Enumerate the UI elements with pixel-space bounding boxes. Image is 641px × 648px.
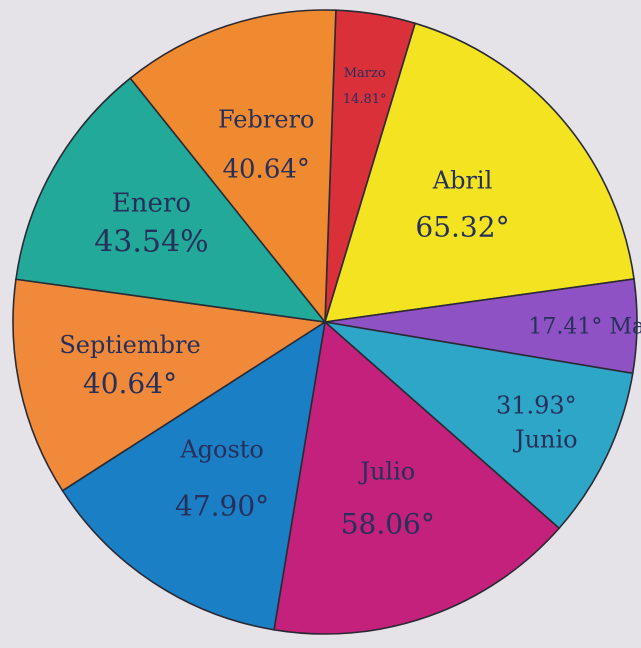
slice-value-agosto: 47.90°	[175, 489, 269, 522]
slice-value-marzo: 14.81°	[343, 92, 387, 107]
pie-slice-febrero	[129, 9, 337, 325]
slice-label-febrero: Febrero	[218, 105, 315, 133]
pie-slices	[12, 9, 638, 635]
slice-label-abril: Abril	[432, 166, 493, 194]
pie-slice-junio	[322, 320, 634, 530]
pie-slice-septiembre	[12, 278, 328, 492]
slice-value-abril: 65.32°	[415, 210, 509, 243]
slice-label-mayo: 17.41° Mayo	[528, 315, 641, 340]
slice-label-agosto: Agosto	[179, 435, 264, 463]
pie-slice-abril	[323, 22, 635, 323]
pie-slice-julio	[273, 320, 561, 635]
pie-slice-enero	[15, 77, 327, 324]
slice-label-enero: Enero	[112, 188, 191, 218]
slice-label-marzo: Marzo	[344, 66, 386, 81]
slice-label-junio: Junio	[512, 426, 578, 454]
slice-value-septiembre: 40.64°	[83, 367, 177, 400]
slice-value-julio: 58.06°	[341, 507, 435, 540]
pie-labels: Marzo 14.81° Abril 65.32° 17.41° Mayo 31.93° J…	[59, 66, 641, 540]
slice-value-junio: 31.93°	[496, 392, 577, 420]
slice-label-septiembre: Septiembre	[59, 331, 200, 359]
pie-slice-agosto	[61, 320, 327, 631]
slice-label-julio: Julio	[357, 457, 415, 485]
slice-value-enero: 43.54%	[94, 224, 208, 259]
slice-value-febrero: 40.64°	[222, 154, 309, 184]
